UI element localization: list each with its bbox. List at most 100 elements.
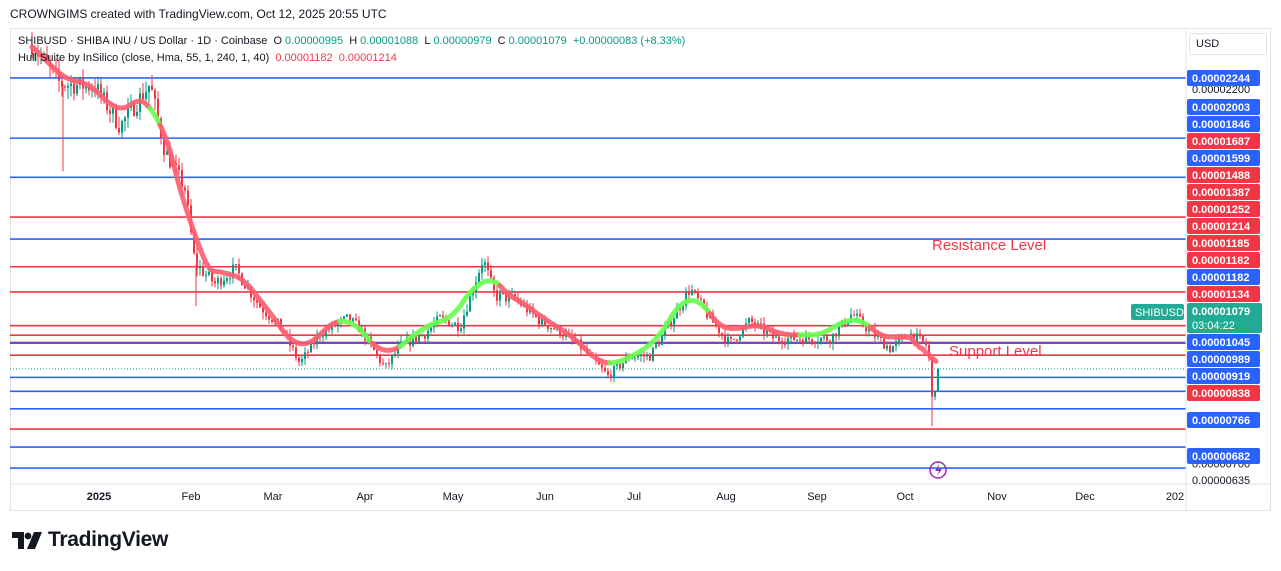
event-bolt-icon xyxy=(935,464,942,476)
candle-body-91 xyxy=(304,352,306,359)
hull-segment-10 xyxy=(797,317,873,338)
candle-body-240 xyxy=(751,318,753,323)
candle-body-79 xyxy=(268,316,270,320)
time-label-nov: Nov xyxy=(987,491,1007,503)
symbol-title: SHIBUSD · SHIBA INU / US Dollar · 1D · C… xyxy=(18,35,268,47)
candle-body-146 xyxy=(469,295,471,312)
candle-body-38 xyxy=(145,92,147,99)
candle-body-23 xyxy=(100,84,102,96)
level-lines xyxy=(10,77,1186,469)
candle-body-98 xyxy=(325,328,327,337)
candle-body-82 xyxy=(277,318,279,320)
candle-body-14 xyxy=(73,83,75,94)
hull-segment-3 xyxy=(337,318,375,346)
chart-frame xyxy=(10,28,1271,511)
time-label-2025: 2025 xyxy=(87,491,111,503)
candle-body-201 xyxy=(634,357,636,359)
candle-body-265 xyxy=(826,336,828,341)
close-label: C xyxy=(497,35,506,47)
currency-selector[interactable]: USD xyxy=(1189,33,1267,55)
price-tag-16 xyxy=(1187,385,1260,401)
candle-body-213 xyxy=(670,321,672,327)
price-tag-9 xyxy=(1187,235,1260,251)
candle-body-67 xyxy=(232,264,234,279)
price-tag-text-5: 0.00001488 xyxy=(1192,170,1250,182)
candle-body-94 xyxy=(313,342,315,345)
candle-body-37 xyxy=(142,93,144,99)
candle-body-26 xyxy=(109,110,111,114)
candle-body-252 xyxy=(787,338,789,344)
tradingview-logo: TradingView xyxy=(12,528,168,552)
candle-body-234 xyxy=(733,338,735,340)
change-value: +0.00000083 (+8.33%) xyxy=(572,35,686,47)
time-label-sep: Sep xyxy=(807,491,827,503)
countdown-text: 03:04:22 xyxy=(1192,320,1235,332)
candle-body-31 xyxy=(124,117,126,122)
candle-body-258 xyxy=(805,335,807,344)
price-tag-5 xyxy=(1187,167,1260,183)
candle-body-62 xyxy=(217,278,219,284)
candle-body-58 xyxy=(205,274,207,276)
candle-body-77 xyxy=(262,307,264,313)
candle-body-105 xyxy=(346,314,348,317)
time-label-may: May xyxy=(443,491,464,503)
price-tag-13 xyxy=(1187,334,1260,350)
candle-body-153 xyxy=(490,270,492,278)
price-tag-4 xyxy=(1187,150,1260,166)
candle-body-127 xyxy=(412,335,414,346)
candle-body-144 xyxy=(463,315,465,329)
candle-body-151 xyxy=(484,262,486,266)
time-label-apr: Apr xyxy=(356,491,373,503)
candle-body-141 xyxy=(454,322,456,325)
indicator-legend[interactable]: Hull Suite by InSilico (close, Hma, 55, … xyxy=(18,52,400,64)
candle-body-278 xyxy=(865,325,867,332)
candle-body-32 xyxy=(127,107,129,118)
candle-body-129 xyxy=(418,336,420,342)
price-tag-14 xyxy=(1187,351,1260,367)
price-labels: 0.000022000.000007000.000006350.00002244… xyxy=(1131,70,1262,487)
candle-body-248 xyxy=(775,336,777,338)
low-value: 0.00000979 xyxy=(433,35,492,47)
candle-body-97 xyxy=(322,336,324,338)
candle-body-276 xyxy=(859,313,861,317)
candle-body-68 xyxy=(235,264,237,266)
candle-body-279 xyxy=(868,328,870,332)
candle-body-93 xyxy=(310,342,312,353)
low-label: L xyxy=(424,35,431,47)
candle-body-13 xyxy=(70,83,72,86)
candle-body-190 xyxy=(601,364,603,368)
hull-segment-6 xyxy=(497,283,613,366)
candle-body-131 xyxy=(424,335,426,339)
symbol-badge-text: SHIBUSD xyxy=(1135,307,1184,319)
candle-body-149 xyxy=(478,272,480,283)
candle-body-140 xyxy=(451,324,453,327)
time-label-aug: Aug xyxy=(716,491,736,503)
price-tag-8 xyxy=(1187,218,1260,234)
price-tag-18 xyxy=(1187,448,1260,464)
currency-label: USD xyxy=(1196,38,1220,50)
candle-body-54 xyxy=(193,232,195,254)
candle-body-177 xyxy=(562,335,564,337)
candle-body-34 xyxy=(133,103,135,116)
candle-body-261 xyxy=(814,342,816,344)
annotation-resistance: Resistance Level xyxy=(932,237,1046,254)
indicator-name: Hull Suite by InSilico (close, Hma, 55, … xyxy=(18,52,270,64)
candle-body-118 xyxy=(385,363,387,365)
candle-body-255 xyxy=(796,339,798,341)
candle-body-207 xyxy=(652,347,654,361)
candle-body-87 xyxy=(292,345,294,348)
price-tag-text-7: 0.00001252 xyxy=(1192,204,1250,216)
price-tag-text-18: 0.00000682 xyxy=(1192,451,1250,463)
candle-body-169 xyxy=(538,316,540,325)
candle-body-296 xyxy=(919,333,921,336)
hull-segment-4 xyxy=(369,340,403,353)
symbol-legend[interactable]: SHIBUSD · SHIBA INU / US Dollar · 1D · C… xyxy=(18,35,688,47)
price-tag-text-8: 0.00001214 xyxy=(1192,221,1251,233)
candle-body-235 xyxy=(736,339,738,341)
price-tag-text-4: 0.00001599 xyxy=(1192,153,1250,165)
candle-body-214 xyxy=(673,318,675,327)
candle-body-260 xyxy=(811,339,813,343)
candle-body-64 xyxy=(223,280,225,286)
price-tick-0: 0.00002200 xyxy=(1192,84,1250,96)
